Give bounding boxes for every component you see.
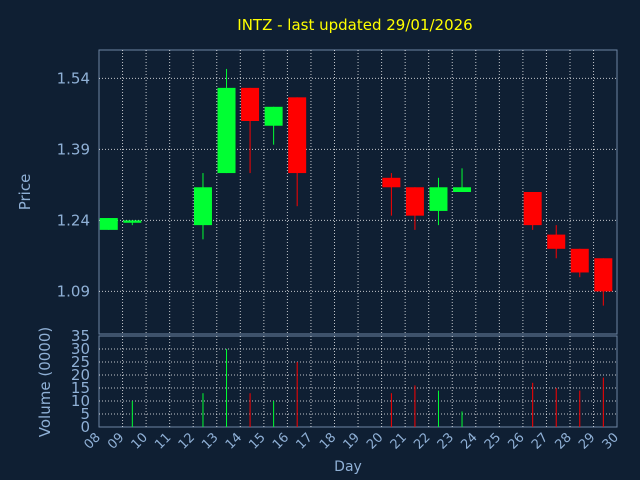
candle-body <box>217 87 236 174</box>
volume-y-tick-label: 35 <box>71 327 90 345</box>
candle-body <box>405 187 424 216</box>
candle-body <box>382 177 401 188</box>
candle-body <box>523 192 542 226</box>
volume-bars <box>131 349 604 427</box>
candle-body <box>570 248 589 273</box>
x-axis-label: Day <box>334 459 362 475</box>
volume-grid <box>99 336 617 427</box>
chart-title: INTZ - last updated 29/01/2026 <box>237 16 472 34</box>
candle-body <box>193 187 212 226</box>
candle-body <box>264 106 283 126</box>
price-y-ticks: 1.09 1.24 1.39 1.54 <box>57 69 90 300</box>
volume-y-tick-label: 5 <box>80 405 90 423</box>
price-y-tick-label: 1.24 <box>57 211 90 229</box>
candle-body <box>594 258 613 292</box>
candle-body <box>241 87 260 121</box>
price-axis-label: Price <box>16 174 34 211</box>
price-y-tick-label: 1.09 <box>57 282 90 300</box>
x-ticks: 08 09 10 11 12 13 14 15 16 17 18 19 20 21 22 23 24 25 26 27… <box>82 430 622 452</box>
candle-body <box>429 187 448 211</box>
candle-body <box>547 234 566 249</box>
volume-y-tick-label: 10 <box>71 392 90 410</box>
price-y-tick-label: 1.39 <box>57 140 90 158</box>
candles <box>99 68 613 306</box>
volume-y-tick-label: 20 <box>71 366 90 384</box>
candle-body <box>453 187 472 192</box>
volume-y-tick-label: 15 <box>71 379 90 397</box>
candle-body <box>288 97 307 174</box>
volume-y-tick-label: 0 <box>80 418 90 436</box>
price-y-tick-label: 1.54 <box>57 69 90 87</box>
volume-y-tick-label: 30 <box>71 340 90 358</box>
volume-y-tick-label: 25 <box>71 353 90 371</box>
volume-axis-label: Volume (0000) <box>36 327 54 437</box>
candle-body <box>99 218 118 230</box>
candle-body <box>123 220 142 223</box>
price-grid <box>99 50 617 334</box>
